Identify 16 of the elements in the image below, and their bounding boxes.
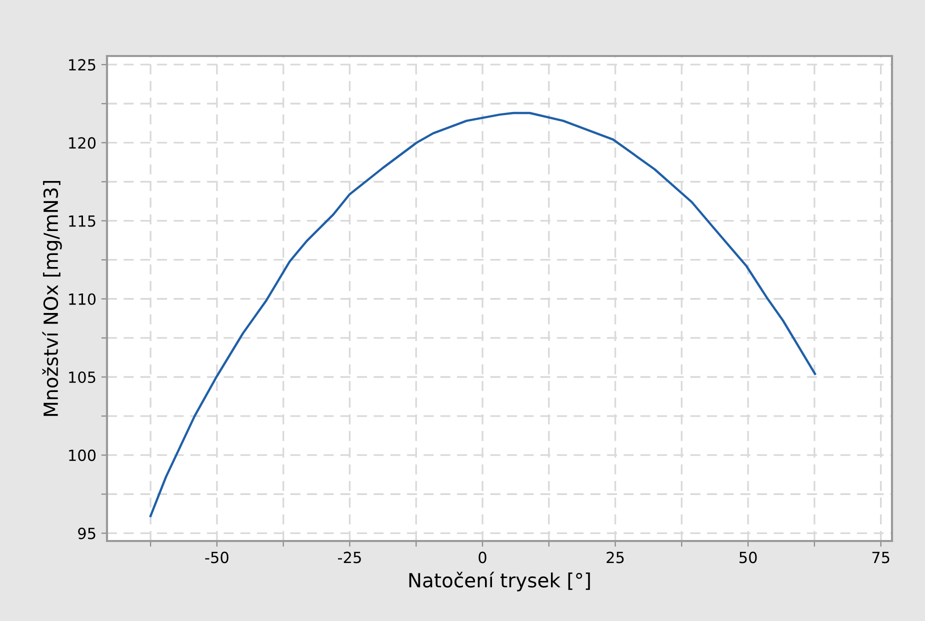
x-tick-label: 25 <box>606 552 624 564</box>
x-tick-label: 75 <box>872 552 890 564</box>
x-tick-label: -50 <box>205 552 228 564</box>
x-tick-label: -25 <box>338 552 361 564</box>
y-tick-label: 105 <box>69 371 96 384</box>
line-series <box>149 112 816 518</box>
y-tick-label: 95 <box>78 528 96 540</box>
y-axis-title: Množství NOx [mg/mN3] <box>42 180 62 416</box>
x-tick-label: 50 <box>740 552 757 564</box>
x-tick-label: 0 <box>478 552 486 564</box>
y-tick-label: 115 <box>69 215 96 227</box>
y-tick-label: 120 <box>69 137 96 149</box>
y-tick-label: 100 <box>69 450 96 462</box>
y-tick-label: 125 <box>69 59 96 71</box>
y-tick-label: 110 <box>69 293 96 305</box>
x-axis-title: Natočení trysek [°] <box>409 572 590 592</box>
